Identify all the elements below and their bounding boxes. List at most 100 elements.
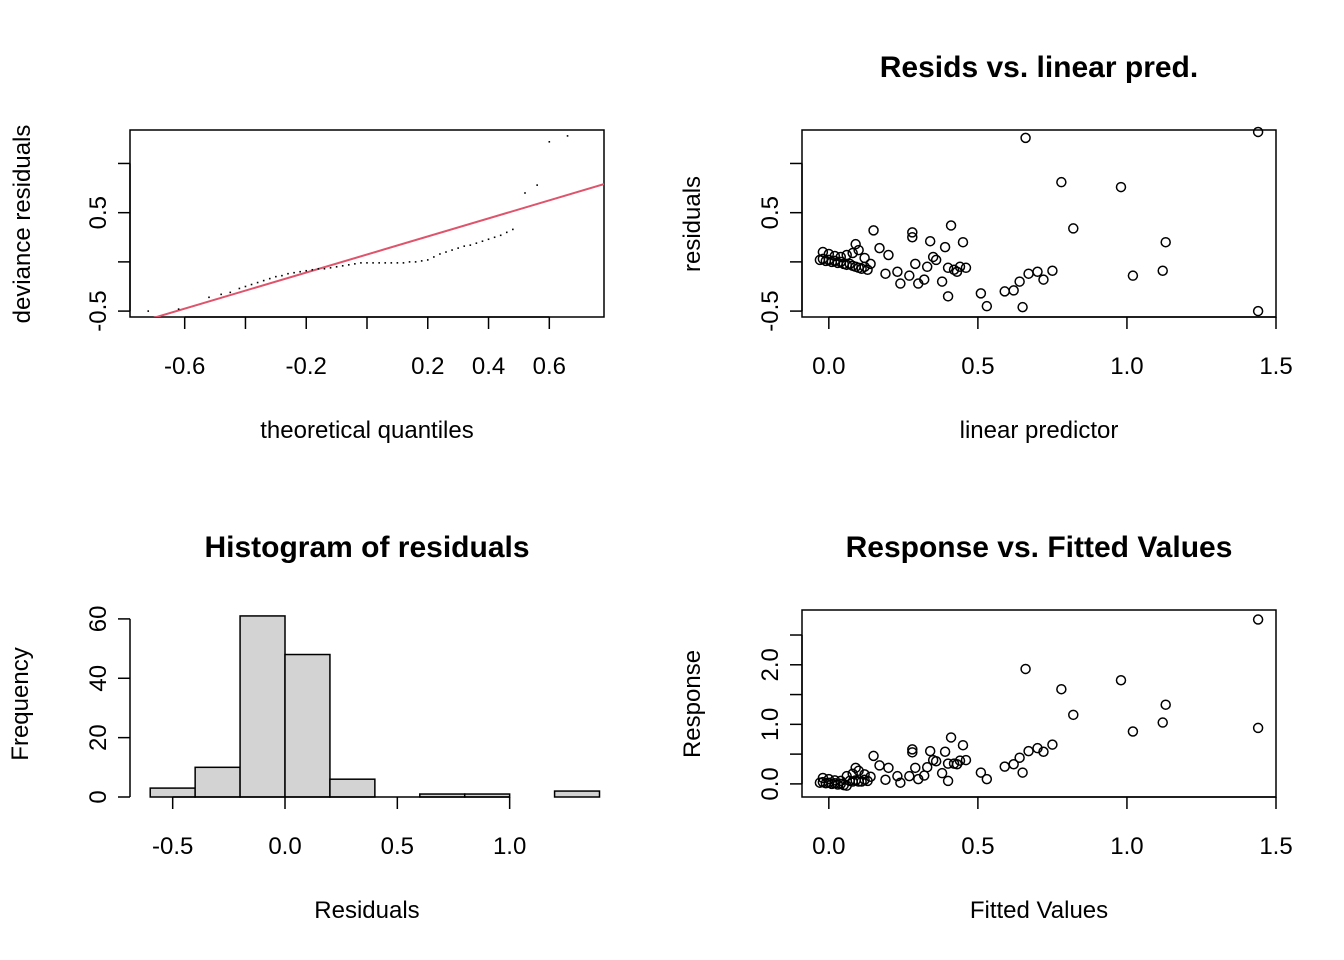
resids-point <box>1127 270 1139 281</box>
qq-point <box>317 267 320 270</box>
qq-x-tick-label: -0.6 <box>164 353 205 380</box>
resids-point <box>859 252 870 264</box>
resids-point <box>960 262 972 274</box>
qq-point <box>238 287 241 290</box>
qq-point <box>433 256 435 258</box>
response-point <box>880 774 891 785</box>
hist-bar <box>329 778 376 798</box>
resids-y-tick-label: 0.5 <box>757 196 784 229</box>
resids-point <box>835 251 847 263</box>
qq-point <box>451 249 453 251</box>
hist-bar <box>284 653 331 798</box>
qq-point <box>372 262 374 264</box>
hist-x-tick-label: 0.0 <box>268 833 301 860</box>
resids-point <box>954 261 966 273</box>
qq-point <box>360 262 362 264</box>
hist-y-tick-label: 60 <box>85 606 112 633</box>
resids-point <box>1020 132 1031 144</box>
response-point <box>910 762 921 774</box>
resids-point <box>981 300 993 312</box>
response-x-tick-label: 0.5 <box>961 833 994 860</box>
response-point <box>936 767 948 779</box>
qq-point <box>445 251 447 253</box>
response-point <box>1068 709 1079 721</box>
resids-point <box>1017 301 1028 313</box>
resids-point <box>844 258 855 270</box>
resids-point <box>895 278 906 289</box>
resids-point <box>907 227 918 238</box>
qq-y-tick-label: 0.5 <box>85 196 112 229</box>
qq-point <box>390 262 393 264</box>
resids-point <box>936 276 948 287</box>
qq-point <box>287 272 289 275</box>
qq-point <box>262 279 265 282</box>
resids-point <box>1160 236 1171 248</box>
resids-point <box>1056 176 1067 188</box>
resids-x-tick-label: 1.0 <box>1110 353 1143 380</box>
response-point <box>868 750 879 762</box>
qq-point <box>439 253 441 255</box>
response-point <box>1252 614 1264 625</box>
resids-point <box>880 268 891 279</box>
qq-point <box>469 244 472 246</box>
resids-point <box>883 249 894 261</box>
resids-x-tick-label: 0.5 <box>961 353 994 380</box>
response-point <box>892 770 903 782</box>
qq-point <box>481 240 484 243</box>
response-x-tick-label: 1.0 <box>1110 833 1143 860</box>
response-point <box>1056 683 1067 695</box>
response-point <box>859 769 870 780</box>
resids-point <box>1068 223 1079 234</box>
qq-x-tick-label: -0.2 <box>286 353 327 380</box>
qq-point <box>250 283 253 286</box>
response-title: Response vs. Fitted Values <box>846 531 1233 564</box>
qq-point <box>268 277 271 280</box>
response-point <box>865 771 876 783</box>
qq-point <box>512 228 514 231</box>
resids-point <box>850 238 861 250</box>
response-point <box>924 745 936 757</box>
hist-bar <box>149 787 196 798</box>
qq-point <box>354 263 356 265</box>
resids-point <box>1014 276 1025 287</box>
resids-point <box>904 270 915 281</box>
response-y-tick-label: 2.0 <box>757 648 784 681</box>
qq-point <box>378 262 380 264</box>
response-point <box>954 755 966 766</box>
response-x-label: Fitted Values <box>970 897 1108 924</box>
response-x-tick-label: 0.0 <box>812 833 845 860</box>
qq-point <box>414 261 417 263</box>
hist-y-tick-label: 20 <box>85 724 112 751</box>
qq-point <box>177 308 180 310</box>
qq-point <box>305 269 308 272</box>
response-y-axis: 0.0 1.0 2.0 <box>757 634 803 801</box>
qq-point <box>256 281 259 284</box>
resids-point <box>817 246 829 258</box>
response-y-tick-label: 1.0 <box>757 708 784 741</box>
resids-point <box>921 261 933 273</box>
qq-point <box>475 242 478 244</box>
resids-point <box>957 236 969 248</box>
qq-point <box>329 266 332 269</box>
response-y-label: Response <box>679 650 706 758</box>
response-point <box>942 775 954 787</box>
response-point <box>1252 722 1264 734</box>
response-point <box>904 770 915 782</box>
hist-bar <box>194 766 241 798</box>
response-point <box>981 773 993 785</box>
resids-point <box>892 266 903 277</box>
resids-point <box>823 248 835 260</box>
qq-x-tick-label: 0.2 <box>411 353 444 380</box>
response-point <box>957 739 969 751</box>
response-point <box>1017 767 1028 778</box>
qq-point <box>293 271 295 274</box>
resids-point <box>975 288 987 299</box>
hist-title: Histogram of residuals <box>204 531 529 564</box>
resids-point <box>862 264 873 276</box>
resids-point <box>948 264 960 276</box>
response-point <box>1014 752 1025 763</box>
qq-panel: -0.6 -0.2 0.2 0.4 0.6 -0.5 0.5 theoretical qu… <box>9 125 605 444</box>
response-point <box>1157 717 1168 728</box>
response-point <box>960 754 972 766</box>
